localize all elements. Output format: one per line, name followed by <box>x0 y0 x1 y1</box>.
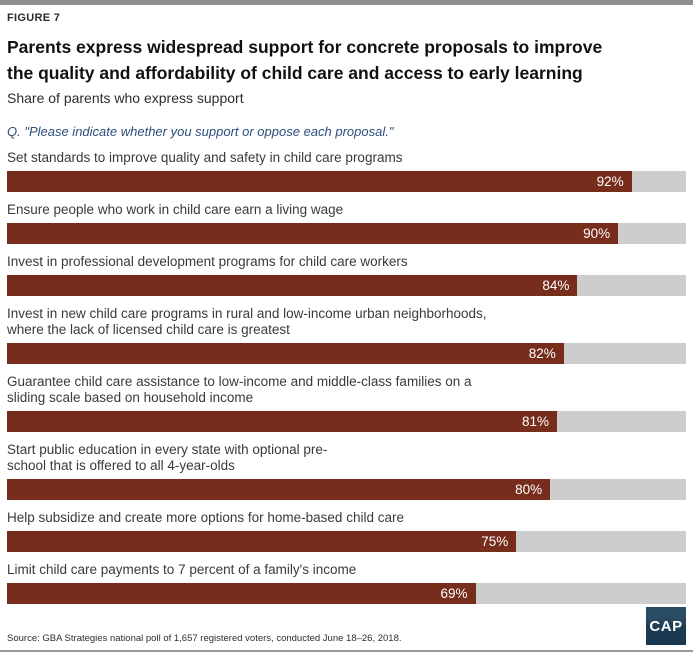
chart-subtitle: Share of parents who express support <box>7 90 244 106</box>
bar-fill: 81% <box>7 411 557 432</box>
bar-track: 75% <box>7 531 686 552</box>
page-title: Parents express widespread support for c… <box>7 34 686 86</box>
cap-logo-text: CAP <box>649 617 683 635</box>
chart-row: Start public education in every state wi… <box>7 442 686 500</box>
bar-track: 81% <box>7 411 686 432</box>
chart-row: Guarantee child care assistance to low-i… <box>7 374 686 432</box>
bar-track: 92% <box>7 171 686 192</box>
bar-label: Guarantee child care assistance to low-i… <box>7 374 472 389</box>
bar-fill: 90% <box>7 223 619 244</box>
bar-label: Set standards to improve quality and saf… <box>7 150 403 165</box>
bar-value-label: 81% <box>521 414 549 429</box>
bar-label: Invest in professional development progr… <box>7 254 408 269</box>
bar-fill: 69% <box>7 583 476 604</box>
bar-fill: 92% <box>7 171 632 192</box>
chart-row: Limit child care payments to 7 percent o… <box>7 562 686 604</box>
bar-value-label: 90% <box>583 226 611 241</box>
chart-row: Invest in professional development progr… <box>7 254 686 296</box>
bar-value-label: 92% <box>596 174 624 189</box>
bar-value-label: 84% <box>542 278 570 293</box>
bar-label: Ensure people who work in child care ear… <box>7 202 344 217</box>
bar-fill: 80% <box>7 479 551 500</box>
bar-label: sliding scale based on household income <box>7 390 254 405</box>
chart-row: Invest in new child care programs in rur… <box>7 306 686 364</box>
chart-row: Ensure people who work in child care ear… <box>7 202 686 244</box>
figure-label: FIGURE 7 <box>7 12 61 24</box>
chart-row: Help subsidize and create more options f… <box>7 510 686 552</box>
bottom-rule <box>0 650 693 652</box>
bar-value-label: 80% <box>515 482 543 497</box>
bar-chart: Set standards to improve quality and saf… <box>7 150 686 604</box>
survey-question: Q. "Please indicate whether you support … <box>7 124 394 139</box>
bar-fill: 75% <box>7 531 517 552</box>
cap-logo: CAP <box>646 607 686 645</box>
bar-value-label: 82% <box>528 346 556 361</box>
bar-fill: 84% <box>7 275 578 296</box>
bar-track: 84% <box>7 275 686 296</box>
bar-label: Invest in new child care programs in rur… <box>7 306 487 321</box>
figure-content: FIGURE 7 Parents express widespread supp… <box>0 5 693 604</box>
bar-fill: 82% <box>7 343 564 364</box>
bar-track: 69% <box>7 583 686 604</box>
bar-label: Limit child care payments to 7 percent o… <box>7 562 357 577</box>
bar-label: Start public education in every state wi… <box>7 442 328 457</box>
bar-label: school that is offered to all 4-year-old… <box>7 458 235 473</box>
top-rule <box>0 0 693 5</box>
page-title-line-1: Parents express widespread support for c… <box>7 37 603 57</box>
bar-track: 90% <box>7 223 686 244</box>
source-note: Source: GBA Strategies national poll of … <box>7 633 402 644</box>
bar-track: 82% <box>7 343 686 364</box>
chart-row: Set standards to improve quality and saf… <box>7 150 686 192</box>
bar-track: 80% <box>7 479 686 500</box>
bar-value-label: 69% <box>440 586 468 601</box>
page-title-line-2: the quality and affordability of child c… <box>7 63 583 83</box>
bar-label: Help subsidize and create more options f… <box>7 510 404 525</box>
bar-label: where the lack of licensed child care is… <box>7 322 290 337</box>
bar-value-label: 75% <box>481 534 509 549</box>
